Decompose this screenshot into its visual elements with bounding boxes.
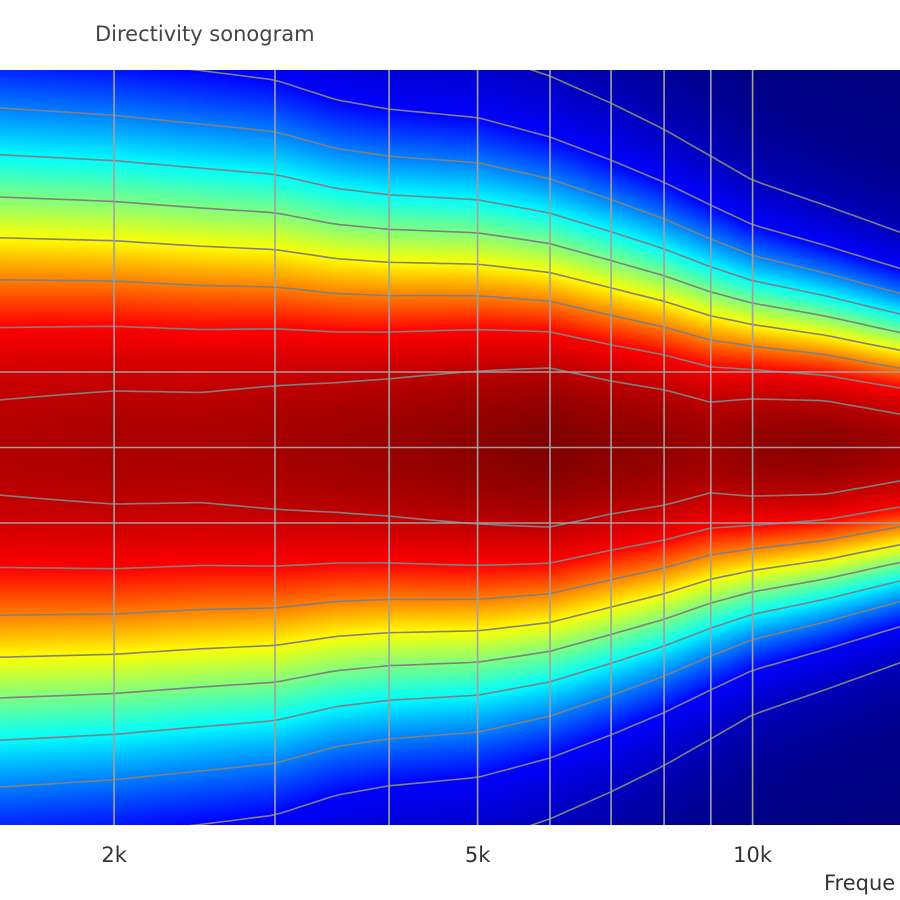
contour-line bbox=[0, 526, 900, 616]
x-axis-ticks: 2k 5k 10k bbox=[101, 843, 773, 867]
grid-lines bbox=[0, 70, 900, 825]
contour-line bbox=[0, 279, 900, 369]
x-axis-label: Freque bbox=[824, 871, 895, 895]
x-tick-label: 2k bbox=[101, 843, 127, 867]
contour-line bbox=[0, 580, 900, 741]
x-tick-label: 10k bbox=[733, 843, 773, 867]
contour-line bbox=[0, 237, 900, 351]
contour-line bbox=[0, 107, 900, 295]
contour-line bbox=[0, 544, 900, 658]
contour-line bbox=[0, 196, 900, 334]
contour-line bbox=[189, 70, 900, 270]
x-tick-label: 5k bbox=[465, 843, 491, 867]
contour-line bbox=[0, 600, 900, 788]
chart-title: Directivity sonogram bbox=[95, 22, 315, 46]
contour-line bbox=[0, 480, 900, 528]
contour-line bbox=[529, 662, 900, 825]
contour-line bbox=[0, 154, 900, 315]
contour-line bbox=[0, 367, 900, 415]
contour-line bbox=[0, 325, 900, 389]
contour-line bbox=[189, 625, 900, 825]
contour-line bbox=[0, 561, 900, 699]
contour-line bbox=[529, 70, 900, 233]
contour-line bbox=[0, 506, 900, 570]
